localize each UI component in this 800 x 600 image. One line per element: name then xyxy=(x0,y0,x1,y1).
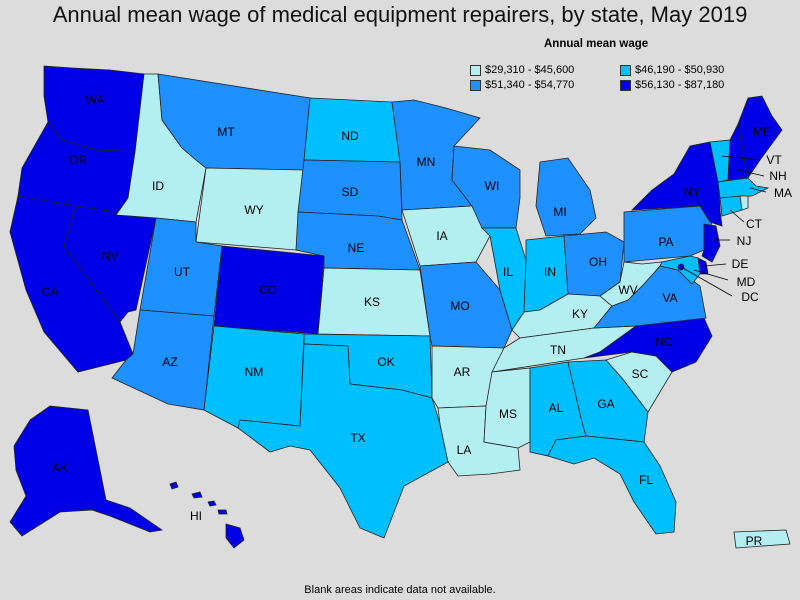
label-AR: AR xyxy=(454,365,471,379)
label-DC: DC xyxy=(741,290,759,304)
label-SC: SC xyxy=(632,367,649,381)
label-MS: MS xyxy=(499,407,517,421)
state-NJ[interactable] xyxy=(701,223,721,263)
legend-item-tier-3: $51,340 - $54,770 xyxy=(470,79,620,91)
state-AK[interactable] xyxy=(9,405,164,537)
state-NC[interactable] xyxy=(583,317,713,373)
label-CA: CA xyxy=(42,285,59,299)
label-ND: ND xyxy=(341,129,359,143)
label-MA: MA xyxy=(774,186,792,200)
label-MO: MO xyxy=(450,299,469,313)
footnote: Blank areas indicate data not available. xyxy=(304,584,496,596)
label-WI: WI xyxy=(485,179,500,193)
label-OR: OR xyxy=(69,153,87,167)
state-AZ[interactable] xyxy=(111,309,215,411)
legend-swatch-tier-3 xyxy=(470,79,481,91)
legend-item-tier-1: $29,310 - $45,600 xyxy=(470,64,620,76)
label-CO: CO xyxy=(259,283,277,297)
label-KY: KY xyxy=(572,307,588,321)
label-AK: AK xyxy=(52,461,68,475)
legend-label: $29,310 - $45,600 xyxy=(485,64,575,76)
legend: Annual mean wage $29,310 - $45,600 $46,1… xyxy=(470,38,790,91)
label-HI: HI xyxy=(190,509,202,523)
label-ID: ID xyxy=(152,179,164,193)
state-RI[interactable] xyxy=(739,195,749,211)
label-IL: IL xyxy=(503,265,513,279)
state-labels: WA OR CA NV ID MT WY UT CO AZ NM ND SD N… xyxy=(42,93,792,548)
label-ME: ME xyxy=(753,125,771,139)
state-MO[interactable] xyxy=(419,261,513,349)
label-NY: NY xyxy=(684,185,701,199)
state-HI[interactable] xyxy=(169,481,245,549)
label-DE: DE xyxy=(732,257,749,271)
label-PR: PR xyxy=(746,534,763,548)
state-IA[interactable] xyxy=(401,205,491,267)
label-AL: AL xyxy=(549,401,564,415)
label-NE: NE xyxy=(348,241,365,255)
legend-swatch-tier-2 xyxy=(620,64,631,76)
label-NH: NH xyxy=(769,169,786,183)
label-NJ: NJ xyxy=(737,234,752,248)
state-TX[interactable] xyxy=(237,343,449,539)
state-MA[interactable] xyxy=(717,177,770,199)
state-CT[interactable] xyxy=(719,195,743,217)
label-NM: NM xyxy=(245,365,264,379)
label-WA: WA xyxy=(86,93,105,107)
label-WY: WY xyxy=(244,203,263,217)
label-FL: FL xyxy=(639,473,653,487)
legend-label: $51,340 - $54,770 xyxy=(485,79,575,91)
legend-label: $46,190 - $50,930 xyxy=(635,64,725,76)
label-MT: MT xyxy=(217,125,235,139)
label-PA: PA xyxy=(658,235,673,249)
label-GA: GA xyxy=(597,397,614,411)
state-PR[interactable] xyxy=(733,529,791,549)
label-NC: NC xyxy=(655,335,673,349)
state-MI[interactable] xyxy=(535,157,597,237)
label-MD: MD xyxy=(737,275,756,289)
legend-item-tier-4: $56,130 - $87,180 xyxy=(620,79,770,91)
state-PA[interactable] xyxy=(623,205,713,263)
label-CT: CT xyxy=(746,217,763,231)
label-KS: KS xyxy=(364,295,380,309)
label-AZ: AZ xyxy=(162,355,177,369)
label-MN: MN xyxy=(417,155,436,169)
label-MI: MI xyxy=(553,205,566,219)
legend-label: $56,130 - $87,180 xyxy=(635,79,725,91)
label-OK: OK xyxy=(377,355,394,369)
label-TX: TX xyxy=(350,431,365,445)
label-NV: NV xyxy=(102,249,119,263)
label-VA: VA xyxy=(662,291,677,305)
label-TN: TN xyxy=(550,343,566,357)
label-SD: SD xyxy=(342,185,359,199)
label-UT: UT xyxy=(174,265,191,279)
legend-item-tier-2: $46,190 - $50,930 xyxy=(620,64,770,76)
label-VT: VT xyxy=(766,153,782,167)
state-ME[interactable] xyxy=(737,95,783,180)
map-title: Annual mean wage of medical equipment re… xyxy=(52,2,748,27)
state-FL[interactable] xyxy=(547,435,677,535)
label-WV: WV xyxy=(618,283,637,297)
label-IA: IA xyxy=(436,229,447,243)
label-LA: LA xyxy=(457,443,472,457)
legend-swatch-tier-4 xyxy=(620,79,631,91)
legend-title: Annual mean wage xyxy=(544,38,649,50)
legend-swatch-tier-1 xyxy=(470,64,481,76)
label-IN: IN xyxy=(544,265,556,279)
label-OH: OH xyxy=(589,255,607,269)
